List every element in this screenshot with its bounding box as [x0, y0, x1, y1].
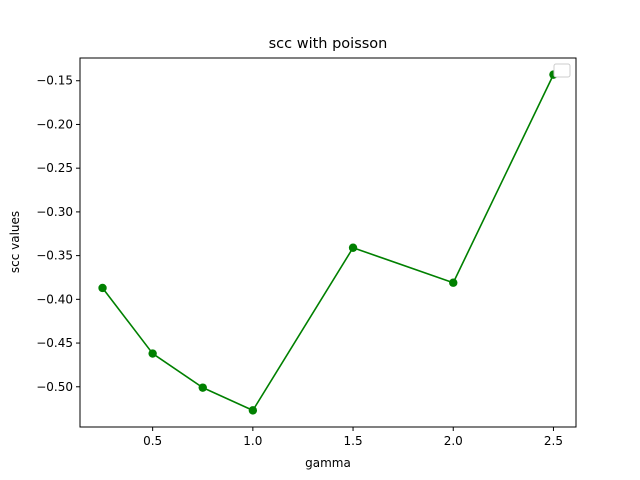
y-tick-label: −0.25: [36, 161, 73, 175]
y-axis-title: scc values: [8, 211, 22, 273]
x-tick-label: 0.5: [143, 434, 162, 448]
x-tick-label: 2.0: [444, 434, 463, 448]
data-point-marker: [198, 383, 207, 392]
y-axis: −0.15 −0.20 −0.25 −0.30 −0.35 −0.40 −0.45 −0.50: [36, 74, 80, 394]
legend-box: [553, 63, 571, 78]
series-layer: [98, 70, 558, 415]
data-point-marker: [98, 283, 107, 293]
y-tick-label: −0.20: [36, 117, 73, 131]
y-tick-label: −0.30: [36, 205, 73, 219]
y-tick-label: −0.50: [36, 380, 73, 394]
data-point-marker: [148, 349, 157, 358]
x-tick-label: 1.5: [344, 434, 363, 448]
x-tick-label: 2.5: [544, 434, 563, 448]
plot-area: [79, 57, 577, 428]
data-point-marker: [449, 278, 458, 287]
data-point-marker: [248, 406, 258, 415]
plot-frame: [79, 57, 577, 428]
y-tick-label: −0.35: [36, 249, 73, 263]
x-axis-title: gamma: [305, 456, 351, 470]
chart-title: scc with poisson: [269, 36, 388, 52]
y-tick-label: −0.45: [36, 336, 73, 350]
legend: [553, 63, 571, 78]
y-tick-label: −0.40: [36, 292, 73, 306]
data-point-marker: [348, 243, 358, 252]
x-axis: 0.5 1.0 1.5 2.0 2.5: [143, 427, 563, 448]
y-tick-label: −0.15: [36, 74, 73, 88]
x-tick-label: 1.0: [243, 434, 262, 448]
